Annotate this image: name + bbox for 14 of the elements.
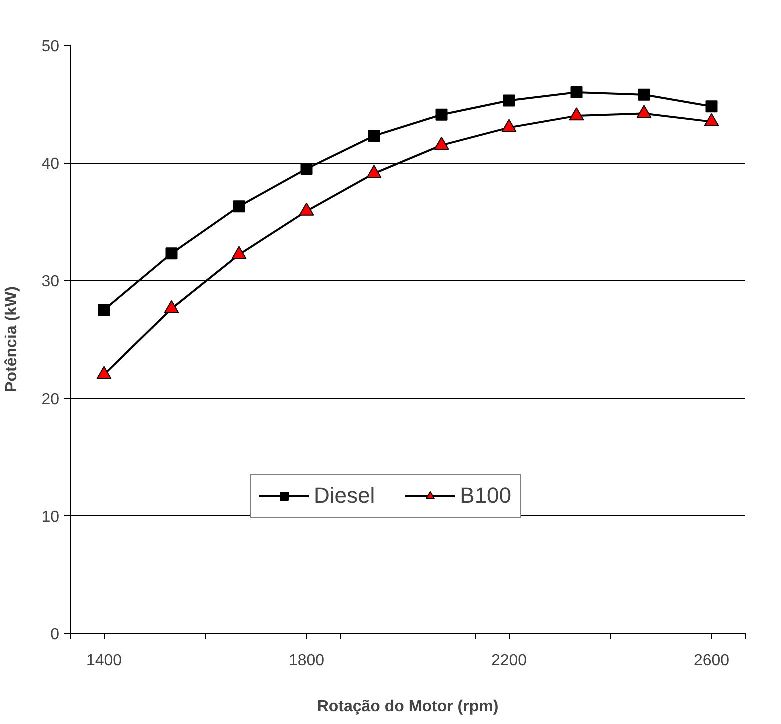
x-tick-label: 1800	[288, 652, 325, 670]
y-tick-label: 50	[42, 38, 60, 56]
y-tick-label: 30	[42, 274, 60, 291]
x-tick-label: 2200	[491, 652, 528, 670]
y-tick-label: 10	[42, 508, 60, 526]
y-axis-title: Potência (kW)	[4, 286, 21, 392]
x-axis-title: Rotação do Motor (rpm)	[317, 698, 499, 716]
legend-label: B100	[460, 483, 512, 509]
legend-label: Diesel	[314, 483, 376, 509]
y-tick-label: 0	[50, 626, 60, 644]
y-tick-label: 20	[42, 391, 60, 408]
x-tick-label: 1400	[86, 652, 122, 670]
x-tick-label: 2600	[694, 652, 730, 670]
y-tick-label: 40	[42, 156, 60, 174]
